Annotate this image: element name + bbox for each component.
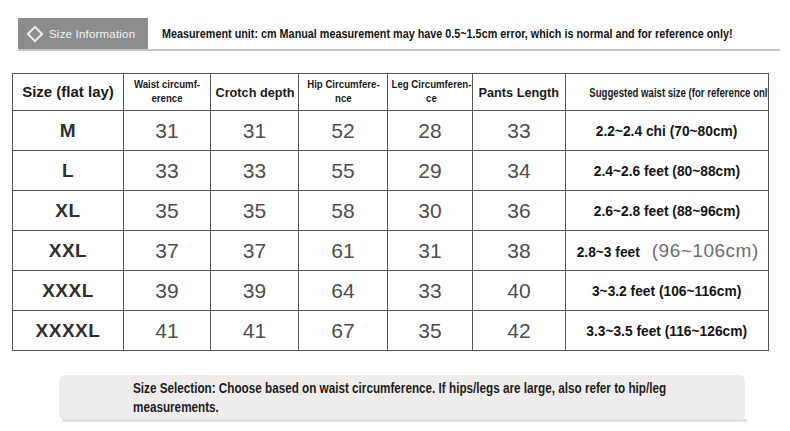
leg-value: 28 [388, 111, 473, 151]
pants-length-value: 38 [473, 231, 566, 271]
table-row-xxl: XXL 37 37 61 31 38 2.8~3 feet(96~106cm) [13, 231, 769, 271]
table-row-l: L 33 33 55 29 34 2.4~2.6 feet (80~88cm) [13, 151, 769, 191]
suggested-waist-value: 2.6~2.8 feet (88~96cm) [566, 191, 769, 231]
suggested-waist-value: 3.3~3.5 feet (116~126cm) [566, 311, 769, 351]
leg-value: 29 [388, 151, 473, 191]
size-table: Size (flat lay) Waist circumf- erence Cr… [12, 73, 769, 351]
waist-value: 41 [124, 311, 211, 351]
table-row-xxxxl: XXXXL 41 41 67 35 42 3.3~3.5 feet (116~1… [13, 311, 769, 351]
waist-value: 31 [124, 111, 211, 151]
waist-value: 39 [124, 271, 211, 311]
table-row-xxxl: XXXL 39 39 64 33 40 3~3.2 feet (106~116c… [13, 271, 769, 311]
leg-value: 33 [388, 271, 473, 311]
size-value: XXXL [13, 271, 124, 311]
size-value: XL [13, 191, 124, 231]
crotch-value: 31 [211, 111, 299, 151]
leg-value: 30 [388, 191, 473, 231]
hip-value: 67 [299, 311, 388, 351]
table-row-m: M 31 31 52 28 33 2.2~2.4 chi (70~80cm) [13, 111, 769, 151]
header-suggested-waist: Suggested waist size (for reference only… [566, 74, 769, 111]
crotch-value: 33 [211, 151, 299, 191]
pants-length-value: 34 [473, 151, 566, 191]
crotch-value: 35 [211, 191, 299, 231]
size-information-label: Size Information [49, 28, 135, 40]
table-header-row: Size (flat lay) Waist circumf- erence Cr… [13, 74, 769, 111]
suggested-waist-value: 2.2~2.4 chi (70~80cm) [566, 111, 769, 151]
header-hip-circumference: Hip Circumfere- nce [299, 74, 388, 111]
hip-value: 52 [299, 111, 388, 151]
crotch-value: 41 [211, 311, 299, 351]
header-leg-circumference: Leg Circumferen- ce [388, 74, 473, 111]
size-value: XXXXL [13, 311, 124, 351]
crotch-value: 37 [211, 231, 299, 271]
measurement-unit-note: Measurement unit: cm Manual measurement … [162, 26, 733, 41]
suggested-waist-value: 3~3.2 feet (106~116cm) [566, 271, 769, 311]
waist-value: 33 [124, 151, 211, 191]
crotch-value: 39 [211, 271, 299, 311]
bottom-divider [62, 419, 747, 422]
leg-value: 31 [388, 231, 473, 271]
diamond-icon [27, 25, 44, 42]
header-waist-circumference: Waist circumf- erence [124, 74, 211, 111]
banner-divider [18, 49, 780, 51]
size-information-tag: Size Information [18, 18, 148, 49]
waist-value: 37 [124, 231, 211, 271]
pants-length-value: 33 [473, 111, 566, 151]
hip-value: 58 [299, 191, 388, 231]
size-chart-page: Size Information Measurement unit: cm Ma… [0, 0, 790, 431]
hip-value: 64 [299, 271, 388, 311]
size-selection-note: Size Selection: Choose based on waist ci… [59, 375, 745, 420]
header-pants-length: Pants Length [473, 74, 566, 111]
pants-length-value: 40 [473, 271, 566, 311]
waist-value: 35 [124, 191, 211, 231]
size-value: XXL [13, 231, 124, 271]
size-info-banner: Size Information Measurement unit: cm Ma… [18, 18, 780, 49]
size-value: L [13, 151, 124, 191]
size-selection-note-text: Size Selection: Choose based on waist ci… [133, 378, 738, 416]
table-row-xl: XL 35 35 58 30 36 2.6~2.8 feet (88~96cm) [13, 191, 769, 231]
suggested-waist-value: 2.4~2.6 feet (80~88cm) [566, 151, 769, 191]
size-value: M [13, 111, 124, 151]
hip-value: 61 [299, 231, 388, 271]
pants-length-value: 36 [473, 191, 566, 231]
header-size: Size (flat lay) [13, 74, 124, 111]
pants-length-value: 42 [473, 311, 566, 351]
suggested-waist-value: 2.8~3 feet(96~106cm) [566, 231, 769, 271]
hip-value: 55 [299, 151, 388, 191]
suggested-waist-cm: (96~106cm) [652, 240, 759, 261]
header-crotch-depth: Crotch depth [211, 74, 299, 111]
leg-value: 35 [388, 311, 473, 351]
